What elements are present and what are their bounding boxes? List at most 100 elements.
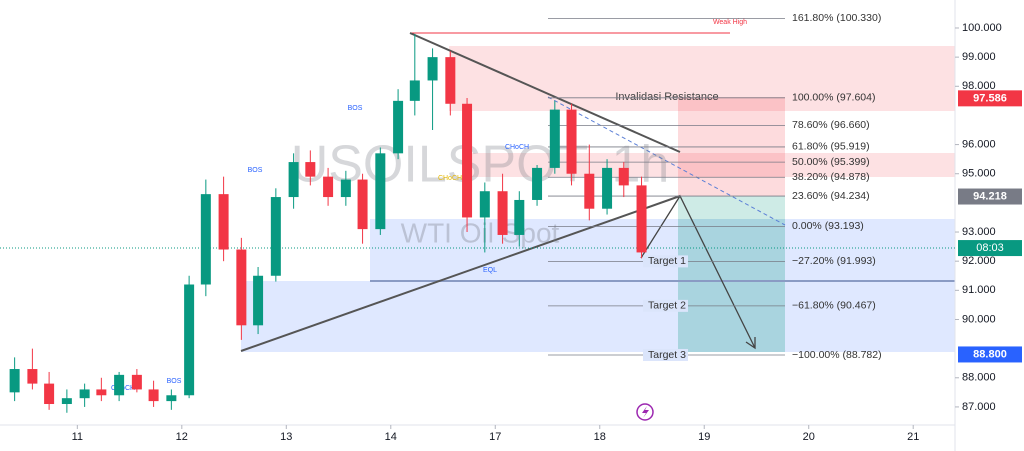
x-tick-label: 14	[385, 431, 397, 443]
candle-body	[44, 383, 55, 405]
candle-body	[27, 369, 38, 384]
candle-body	[79, 389, 90, 399]
y-tick-label: 96.000	[962, 138, 996, 150]
annotation: BOS	[248, 167, 263, 174]
candle-body	[200, 194, 211, 285]
candle-body	[636, 185, 647, 253]
target-label: Target 1	[648, 255, 686, 267]
x-tick-label: 20	[803, 431, 815, 443]
candle-body	[166, 395, 177, 402]
x-tick-label: 13	[280, 431, 292, 443]
demand-zone	[241, 281, 955, 352]
candle-body	[618, 167, 629, 186]
candle-body	[305, 162, 316, 177]
resistance-zone	[449, 46, 955, 111]
candle-body	[549, 109, 560, 168]
y-tick-label: 95.000	[962, 168, 996, 180]
candle-body	[288, 162, 299, 198]
fib-label: 78.60% (96.660)	[792, 119, 870, 131]
x-tick-label: 19	[698, 431, 710, 443]
annotation: BOS	[348, 105, 363, 112]
reward-box	[678, 196, 785, 219]
price-tag-label: 94.218	[973, 190, 1007, 202]
candle-body	[131, 374, 142, 390]
candle-body	[462, 103, 473, 218]
candle-body	[114, 374, 125, 396]
y-tick-label: 92.000	[962, 255, 996, 267]
y-tick-label: 87.000	[962, 401, 996, 413]
candle-body	[218, 194, 229, 250]
candle-body	[9, 369, 20, 393]
price-tag	[958, 346, 1022, 363]
annotation: Weak High	[713, 19, 747, 26]
countdown: 08:03	[976, 242, 1004, 254]
trend-line	[547, 96, 786, 226]
y-tick-label: 98.000	[962, 80, 996, 92]
x-tick-label: 17	[489, 431, 501, 443]
y-tick-label: 91.000	[962, 284, 996, 296]
fib-label: 50.00% (95.399)	[792, 156, 870, 168]
candle-body	[497, 191, 508, 235]
candle-body	[584, 173, 595, 209]
price-tag	[958, 90, 1022, 107]
candle-body	[236, 249, 247, 326]
target-label: Target 3	[648, 349, 686, 361]
candle-body	[375, 153, 386, 230]
fib-label: 100.00% (97.604)	[792, 92, 875, 104]
drawings	[240, 32, 955, 421]
candle-body	[427, 57, 438, 81]
annotation: CHoCH	[505, 144, 529, 151]
triangle-line	[409, 32, 681, 153]
candle-body	[445, 57, 456, 104]
candle-body	[184, 284, 195, 396]
y-tick-label: 88.000	[962, 372, 996, 384]
price-tag-label: 97.586	[973, 92, 1007, 104]
fib-label: 23.60% (94.234)	[792, 190, 870, 202]
target-label-bg	[643, 255, 688, 268]
fib-label: −61.80% (90.467)	[792, 300, 876, 312]
y-tick-label: 90.000	[962, 313, 996, 325]
watermark-subtitle: WTI Oil Spot	[401, 217, 560, 248]
candle-body	[532, 167, 543, 200]
fib-label: 161.80% (100.330)	[792, 12, 881, 24]
x-tick-label: 21	[907, 431, 919, 443]
arrow-head	[745, 337, 756, 350]
candle-body	[602, 167, 613, 209]
candle-body	[61, 398, 72, 405]
fib-label: 0.00% (93.193)	[792, 220, 864, 232]
fib-label: −100.00% (88.782)	[792, 349, 882, 361]
countdown-tag	[958, 240, 1022, 257]
icon[interactable]	[636, 403, 654, 421]
candle-body	[323, 176, 334, 198]
triangle-line	[240, 195, 681, 352]
x-tick-label: 12	[176, 431, 188, 443]
risk-box	[678, 97, 785, 196]
target-label-bg	[643, 348, 688, 361]
candle-body	[393, 100, 404, 154]
annotation: CHoCH	[438, 175, 462, 182]
reward-box	[678, 219, 785, 352]
y-tick-label: 99.000	[962, 51, 996, 63]
candle-body	[270, 197, 281, 276]
candle-body	[566, 109, 577, 174]
annotation: EQL	[483, 267, 497, 274]
fib-label: −27.20% (91.993)	[792, 255, 876, 267]
candle-body	[514, 199, 525, 235]
fib-label: 61.80% (95.919)	[792, 141, 870, 153]
price-tag-label: 88.800	[973, 348, 1007, 360]
candle-body	[253, 275, 264, 326]
target-label-bg	[643, 299, 688, 312]
candle-body	[479, 191, 490, 218]
icon	[642, 406, 649, 418]
candle-body	[340, 179, 351, 198]
target-label: Target 2	[648, 300, 686, 312]
y-tick-label: 100.000	[962, 22, 1002, 34]
price-tag	[958, 188, 1022, 205]
x-tick-label: 18	[594, 431, 606, 443]
candle-body	[409, 80, 420, 101]
candle-body	[96, 389, 107, 396]
candle-body	[357, 179, 368, 230]
annotation: BOS	[167, 378, 182, 385]
candle-body	[148, 389, 159, 402]
